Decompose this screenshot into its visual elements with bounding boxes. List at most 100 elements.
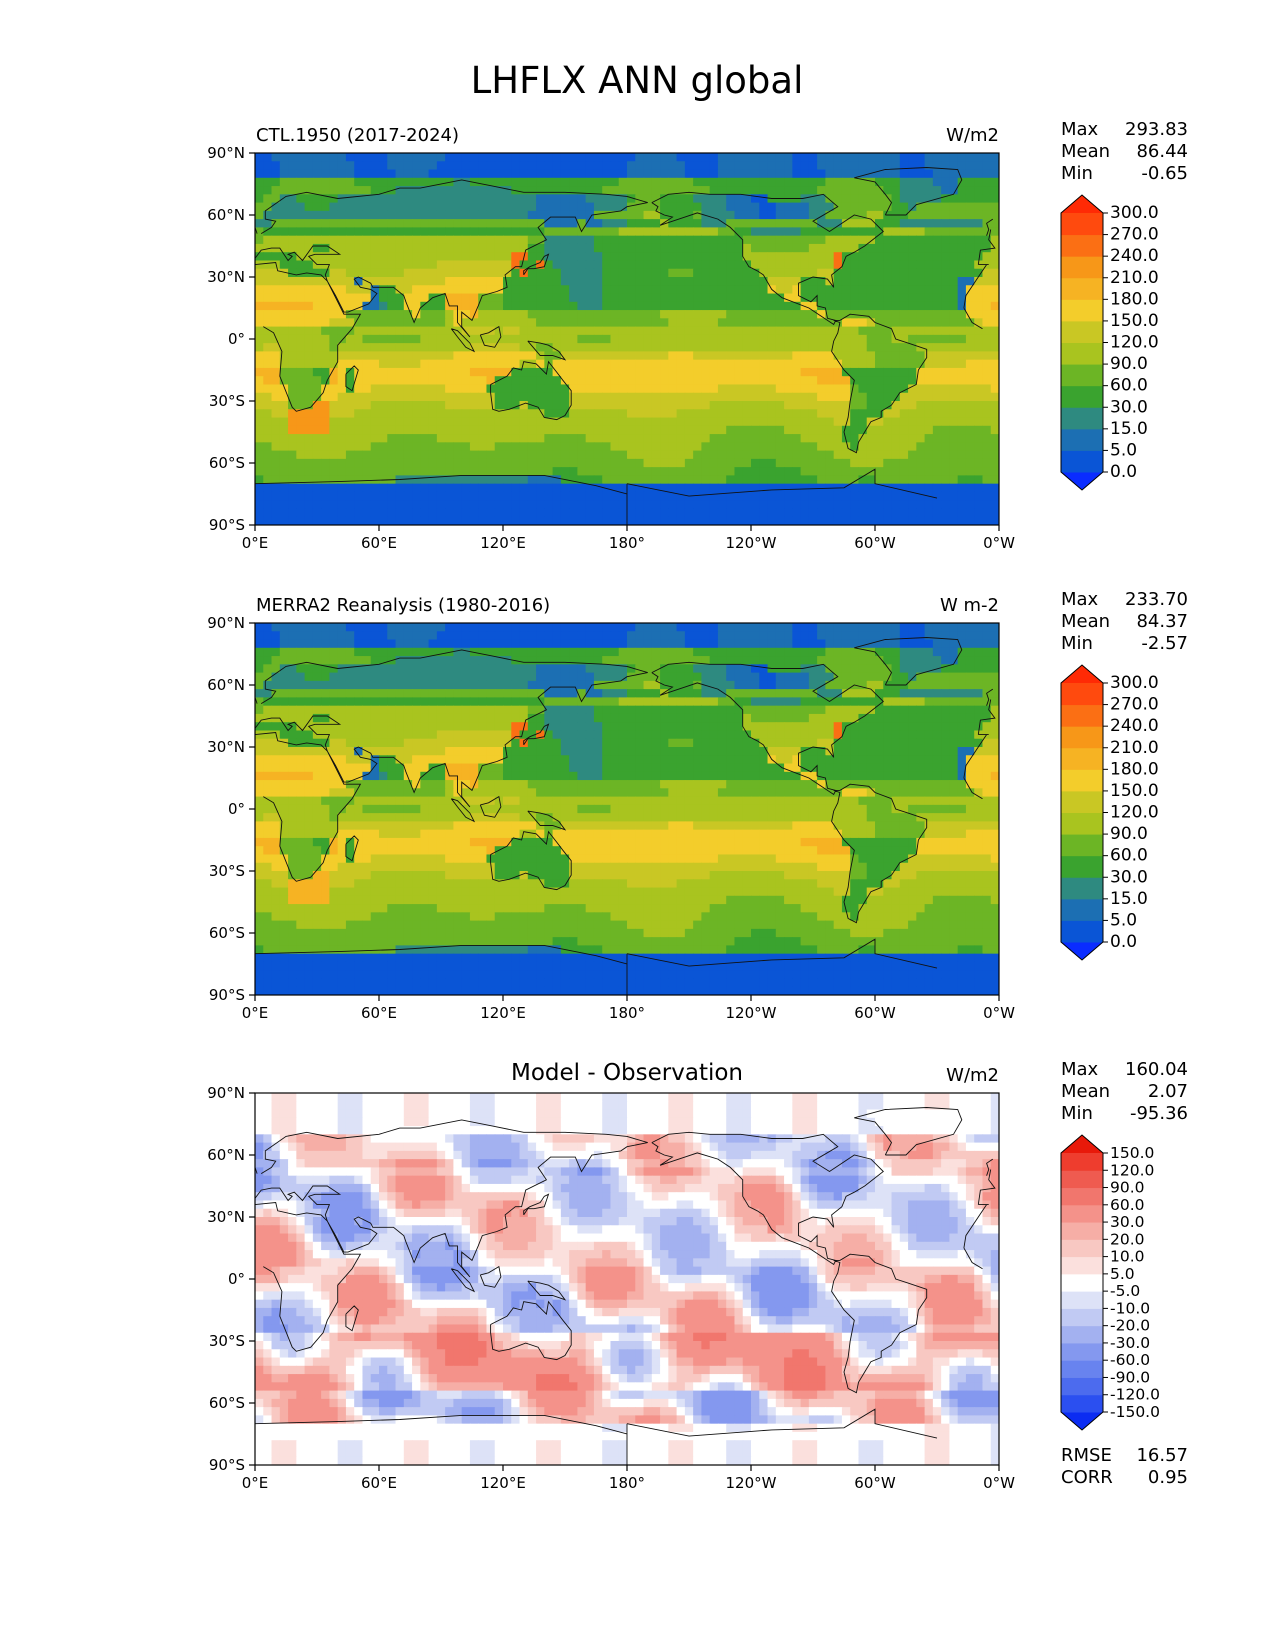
stat-corr-value: 0.95 — [1148, 1467, 1188, 1488]
y-tick-label: 90°N — [207, 144, 245, 162]
stat-max-value: 233.70 — [1125, 589, 1188, 610]
colorbar-bin — [1061, 1360, 1103, 1378]
colorbar-bin — [1061, 320, 1103, 343]
stat-max-value: 293.83 — [1125, 119, 1188, 140]
colorbar-bin — [1061, 812, 1103, 835]
panel-left-title: MERRA2 Reanalysis (1980-2016) — [256, 595, 550, 616]
coastline — [255, 1107, 996, 1465]
colorbar-bin — [1061, 450, 1103, 473]
colorbar-bin — [1061, 277, 1103, 300]
x-tick-label: 0°E — [242, 1474, 269, 1492]
colorbar-tick-label: 150.0 — [1110, 311, 1159, 331]
colorbar-bin — [1061, 834, 1103, 857]
colorbar-tick-label: 5.0 — [1110, 440, 1137, 460]
y-tick-label: 60°S — [209, 454, 245, 472]
colorbar-bin — [1061, 726, 1103, 749]
stat-mean-label: Mean — [1061, 611, 1110, 632]
colorbar-tick-label: 240.0 — [1110, 716, 1159, 736]
x-tick-label: 60°W — [854, 534, 896, 552]
y-tick-label: 60°N — [207, 676, 245, 694]
colorbar-tick-label: 30.0 — [1110, 867, 1148, 887]
colorbar-tick-label: 0.0 — [1110, 462, 1137, 482]
y-tick-label: 90°N — [207, 1084, 245, 1102]
stat-rmse-label: RMSE — [1061, 1445, 1112, 1466]
x-tick-label: 0°E — [242, 534, 269, 552]
panel-units: W m-2 — [940, 595, 999, 616]
stat-min-label: Min — [1061, 633, 1093, 654]
x-tick-label: 0°W — [983, 1474, 1015, 1492]
panel-model: CTL.1950 (2017-2024) W/m2 0°E 60°E 120°E 18… — [207, 119, 1188, 552]
colorbar: 0.05.015.030.060.090.0120.0150.0180.0210… — [1060, 664, 1159, 961]
colorbar-extend-min — [1061, 1412, 1103, 1430]
x-tick-label: 0°W — [983, 534, 1015, 552]
colorbar-tick-label: 240.0 — [1110, 246, 1159, 266]
colorbar-tick-label: 10.0 — [1110, 1248, 1145, 1266]
y-tick-label: 60°N — [207, 1146, 245, 1164]
colorbar-tick-label: 300.0 — [1110, 673, 1159, 693]
colorbar-bin — [1061, 704, 1103, 727]
y-tick-label: 30°N — [207, 1208, 245, 1226]
colorbar: 0.05.015.030.060.090.0120.0150.0180.0210… — [1060, 194, 1159, 491]
y-tick-label: 0° — [228, 800, 245, 818]
colorbar-bin — [1061, 920, 1103, 943]
stat-min-label: Min — [1061, 1103, 1093, 1124]
colorbar-bin — [1061, 1308, 1103, 1327]
colorbar-bin — [1061, 1153, 1103, 1171]
stat-max-label: Max — [1061, 119, 1099, 140]
x-tick-label: 120°E — [480, 1004, 526, 1022]
map-field — [255, 153, 999, 525]
stat-mean-label: Mean — [1061, 141, 1110, 162]
y-tick-label: 90°S — [209, 516, 245, 534]
stat-max-label: Max — [1061, 589, 1099, 610]
colorbar-extend-min — [1061, 472, 1103, 490]
colorbar-bin — [1061, 855, 1103, 878]
colorbar-bin — [1061, 1377, 1103, 1396]
colorbar-bin — [1061, 1325, 1103, 1344]
x-tick-label: 0°E — [242, 1004, 269, 1022]
colorbar-tick-label: 90.0 — [1110, 1179, 1145, 1197]
stats-block: Max 233.70 Mean 84.37 Min -2.57 — [1061, 589, 1188, 654]
y-tick-label: 90°N — [207, 614, 245, 632]
colorbar-tick-label: -120.0 — [1110, 1386, 1160, 1404]
colorbar-tick-label: 150.0 — [1110, 1144, 1154, 1162]
x-tick-label: 60°E — [361, 1474, 397, 1492]
colorbar-tick-label: -10.0 — [1110, 1299, 1150, 1317]
colorbar-tick-label: 270.0 — [1110, 225, 1159, 245]
colorbar-bin — [1061, 683, 1103, 706]
x-tick-label: 60°E — [361, 534, 397, 552]
y-tick-label: 30°S — [209, 862, 245, 880]
figure-title: LHFLX ANN global — [471, 59, 804, 102]
colorbar-bin — [1061, 1291, 1103, 1309]
colorbar-tick-label: 300.0 — [1110, 203, 1159, 223]
colorbar-tick-label: 210.0 — [1110, 738, 1159, 758]
colorbar-bin — [1061, 299, 1103, 322]
panel-left-title: CTL.1950 (2017-2024) — [256, 125, 459, 146]
stat-mean-value: 86.44 — [1136, 141, 1188, 162]
panel-units: W/m2 — [946, 1065, 999, 1086]
x-tick-label: 60°E — [361, 1004, 397, 1022]
y-tick-label: 60°S — [209, 924, 245, 942]
colorbar-tick-label: 210.0 — [1110, 268, 1159, 288]
stat-min-label: Min — [1061, 163, 1093, 184]
colorbar-tick-label: 5.0 — [1110, 910, 1137, 930]
colorbar-bin — [1061, 1222, 1103, 1240]
coastline — [255, 167, 996, 525]
colorbar-extend-min — [1061, 942, 1103, 960]
stat-min-value: -0.65 — [1141, 163, 1188, 184]
colorbar-extend-max — [1061, 195, 1103, 213]
y-tick-label: 30°N — [207, 738, 245, 756]
stat-mean-value: 84.37 — [1136, 611, 1188, 632]
colorbar-bin — [1061, 747, 1103, 770]
colorbar-tick-label: 60.0 — [1110, 1196, 1145, 1214]
x-tick-label: 180° — [609, 1474, 645, 1492]
colorbar-tick-label: -60.0 — [1110, 1351, 1150, 1369]
x-tick-label: 60°W — [854, 1474, 896, 1492]
colorbar-extend-max — [1061, 665, 1103, 683]
colorbar-bin — [1061, 342, 1103, 365]
colorbar-bin — [1061, 428, 1103, 451]
colorbar-tick-label: -90.0 — [1110, 1369, 1150, 1387]
colorbar-tick-label: 180.0 — [1110, 759, 1159, 779]
colorbar-bin — [1061, 1394, 1103, 1413]
colorbar-tick-label: 5.0 — [1110, 1265, 1135, 1283]
colorbar-tick-label: 60.0 — [1110, 376, 1148, 396]
